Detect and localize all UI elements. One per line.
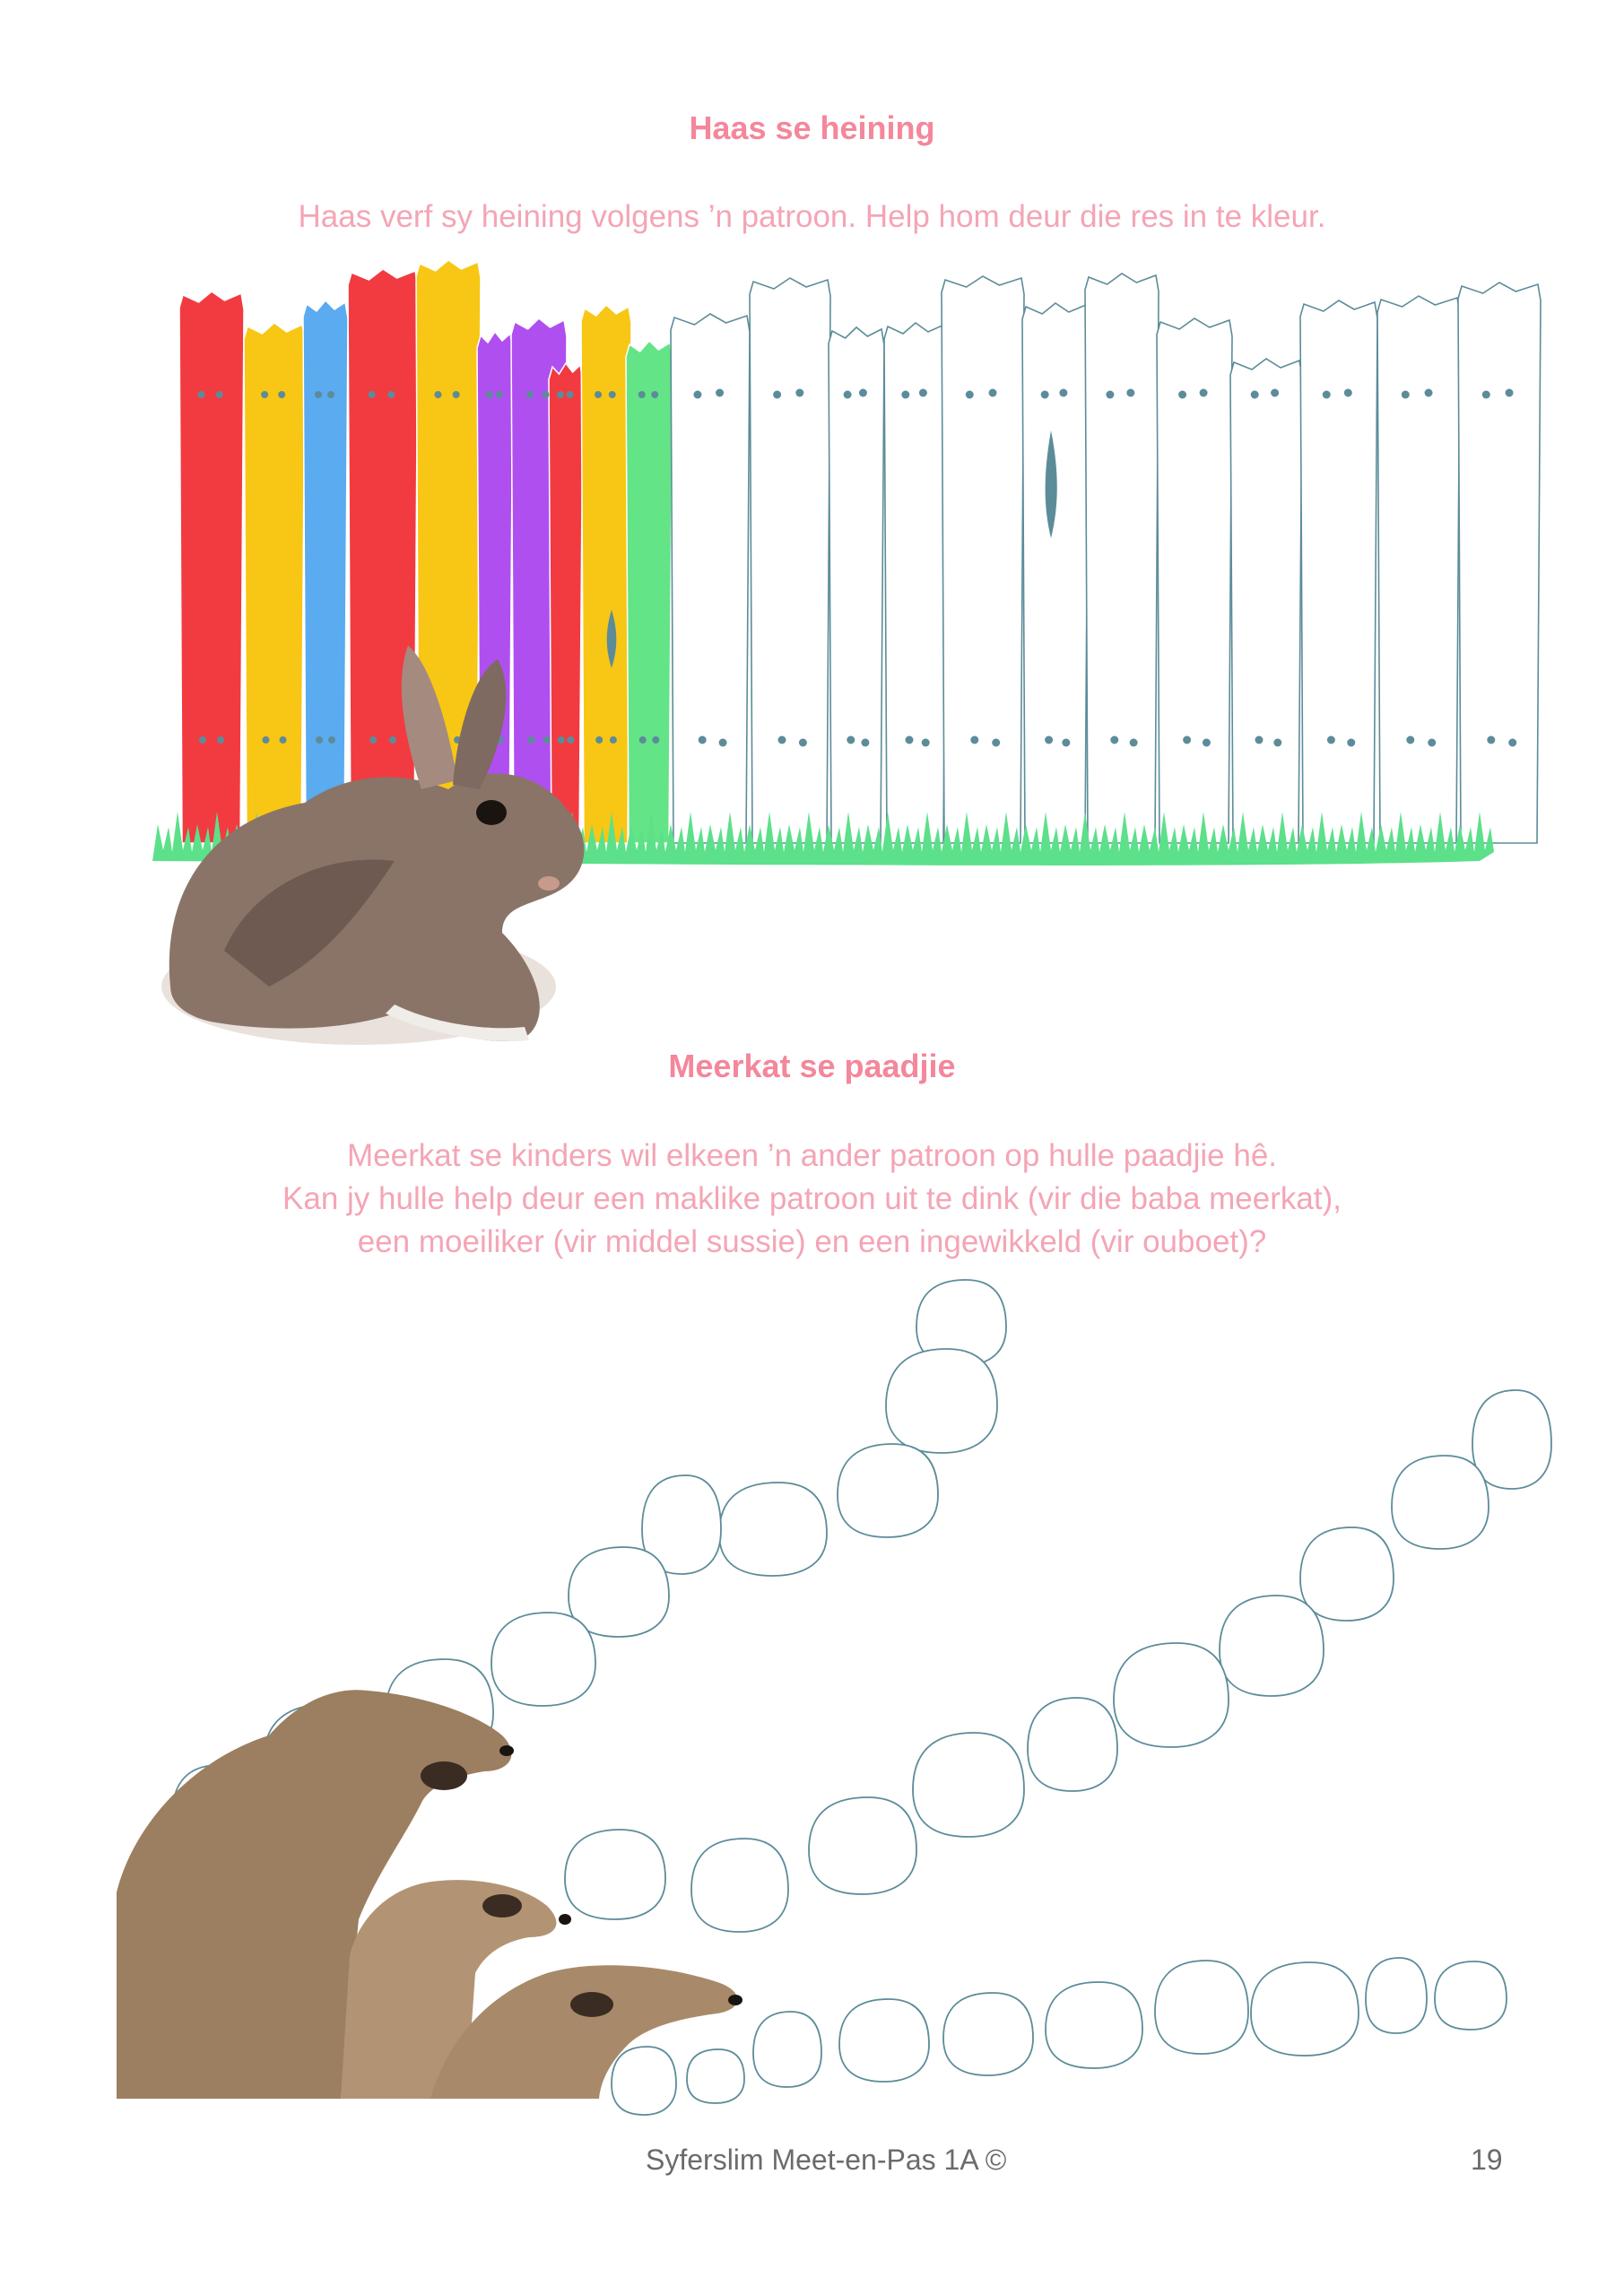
stepping-stone <box>1250 1961 1359 2057</box>
stepping-stone <box>1299 1526 1394 1622</box>
stepping-stone <box>690 1838 789 1933</box>
fence-plank-painted <box>243 322 306 844</box>
stepping-stone <box>1154 1960 1249 2055</box>
fence <box>152 259 1541 865</box>
stepping-stone <box>718 1482 828 1577</box>
fence-plank-blank <box>1457 282 1541 844</box>
meerkats-photo <box>117 1690 743 2099</box>
path-instruction-line-1: Meerkat se kinders wil elkeen ’n ander p… <box>346 1138 1278 1173</box>
stepping-stone <box>564 1829 666 1920</box>
fence-plank-blank <box>1084 273 1159 844</box>
stepping-stone <box>912 1732 1025 1838</box>
stepping-stone <box>1391 1455 1489 1550</box>
stepping-stone <box>1027 1697 1118 1792</box>
path-instruction: Meerkat se kinders wil elkeen ’n ander p… <box>0 1135 1624 1264</box>
stepping-stone <box>1434 1961 1507 2031</box>
fence-plank-blank <box>1299 300 1378 844</box>
fence-plank-blank <box>749 277 831 844</box>
fence-plank-blank <box>670 313 751 844</box>
fence-plank-blank <box>1229 358 1303 844</box>
stepping-stone <box>1472 1389 1552 1490</box>
stepping-stone <box>838 1998 930 2083</box>
section-title-path: Meerkat se paadjie <box>668 1048 956 1084</box>
fence-plank-painted <box>347 268 419 844</box>
fence-plank-blank <box>883 321 948 844</box>
fence-plank-blank <box>941 275 1025 844</box>
page-number: 19 <box>1471 2144 1503 2176</box>
fence-instruction: Haas verf sy heining volgens ’n patroon.… <box>298 199 1326 234</box>
fence-plank-blank <box>828 326 885 844</box>
fence-plank-painted <box>302 299 349 844</box>
stepping-stone <box>1365 1957 1428 2034</box>
stepping-stone <box>885 1348 998 1454</box>
stepping-stone <box>942 1992 1034 2076</box>
fence-plank-blank <box>1156 317 1233 844</box>
stepping-stone <box>568 1546 670 1638</box>
knot-hole <box>1045 430 1057 538</box>
rabbit-photo <box>161 646 585 1045</box>
fence-plank-painted <box>178 291 245 844</box>
stepping-stone <box>491 1612 596 1707</box>
path-instruction-line-3: een moeiliker (vir middel sussie) en een… <box>357 1224 1267 1259</box>
fence-plank-painted <box>580 303 632 844</box>
section-title-fence: Haas se heining <box>689 109 935 146</box>
stepping-stone <box>1045 1981 1143 2069</box>
fence-plank-painted <box>548 361 584 844</box>
stepping-stone <box>808 1796 917 1895</box>
footer-text: Syferslim Meet-en-Pas 1A © <box>646 2144 1007 2176</box>
path-instruction-line-2: Kan jy hulle help deur een maklike patro… <box>282 1181 1342 1216</box>
stepping-stone <box>837 1443 939 1538</box>
fence-plank-blank <box>1376 295 1461 844</box>
knot-hole <box>606 610 617 668</box>
stepping-stone <box>611 2046 677 2116</box>
stepping-stone <box>1219 1595 1324 1697</box>
fence-plank-painted <box>625 339 673 844</box>
stepping-stone <box>1113 1642 1229 1748</box>
stepping-stone <box>686 2048 745 2104</box>
stepping-stone <box>752 2011 822 2088</box>
fence-plank-blank <box>1021 302 1090 844</box>
